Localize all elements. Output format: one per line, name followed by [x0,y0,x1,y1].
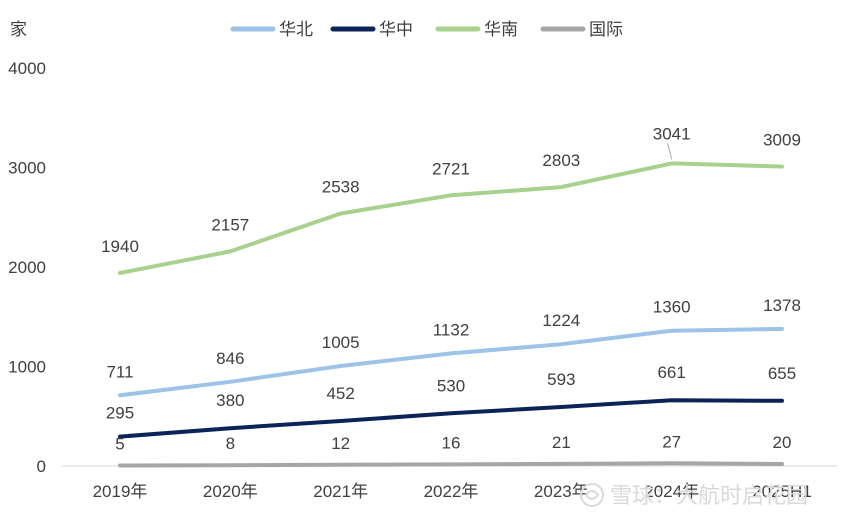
x-tick-label: 2022年 [424,482,479,501]
data-label: 1940 [101,237,139,256]
data-label: 8 [226,434,235,453]
x-tick-label: 2019年 [93,482,148,501]
legend-label: 华中 [379,20,413,39]
watermark: 雪球：大航时启花园 [580,483,808,508]
series-line [118,161,784,275]
y-tick-label: 0 [37,457,46,476]
data-label: 530 [437,376,465,395]
y-tick-label: 1000 [8,358,46,377]
series-lines [118,161,784,468]
data-label: 27 [662,432,681,451]
data-label: 1224 [542,311,580,330]
data-label: 12 [331,434,350,453]
x-tick-label: 2025H1 [752,482,812,501]
y-axis-unit-label: 家 [10,20,27,39]
data-label: 1132 [433,320,470,339]
data-label: 655 [768,364,796,383]
y-axis: 0 1000 2000 3000 4000 [8,59,46,476]
data-label: 3009 [763,131,801,150]
series-line [118,398,784,439]
data-labels: 711 846 1005 1132 1224 1360 1378 295 380 452 530 59… [101,124,801,453]
data-label: 21 [552,433,571,452]
x-axis: 2019年 2020年 2021年 2022年 2023年 2024年 2025H1 [93,482,812,501]
x-tick-label: 2024年 [644,482,699,501]
x-tick-label: 2020年 [203,482,258,501]
data-label: 1360 [653,298,691,317]
data-label: 593 [547,370,575,389]
data-label: 2157 [211,215,249,234]
y-tick-label: 3000 [8,159,46,178]
series-line [118,326,784,398]
snowball-logo-icon [580,483,604,507]
legend-label: 国际 [589,20,623,39]
x-tick-label: 2021年 [313,482,368,501]
data-label: 846 [216,349,244,368]
y-tick-label: 2000 [8,258,46,277]
data-label: 1005 [322,333,360,352]
data-label: 2803 [542,151,580,170]
data-label: 3041 [653,124,691,143]
label-leader-line [667,143,673,160]
data-label: 295 [106,404,134,423]
data-label: 661 [657,363,685,382]
data-label: 380 [216,391,244,410]
data-label: 2721 [432,159,470,178]
legend-label: 华北 [279,20,313,39]
data-label: 20 [773,433,792,452]
series-line [118,461,784,468]
watermark-text: 雪球：大航时启花园 [610,483,808,508]
data-label: 5 [115,435,124,454]
data-label: 711 [106,362,133,381]
legend: 华北 华中 华南 国际 [230,20,623,39]
y-tick-label: 4000 [8,59,46,78]
legend-label: 华南 [484,20,518,39]
data-label: 452 [326,384,354,403]
data-label: 16 [442,433,461,452]
data-label: 1378 [763,296,801,315]
x-tick-label: 2023年 [534,482,589,501]
data-label: 2538 [322,177,360,196]
